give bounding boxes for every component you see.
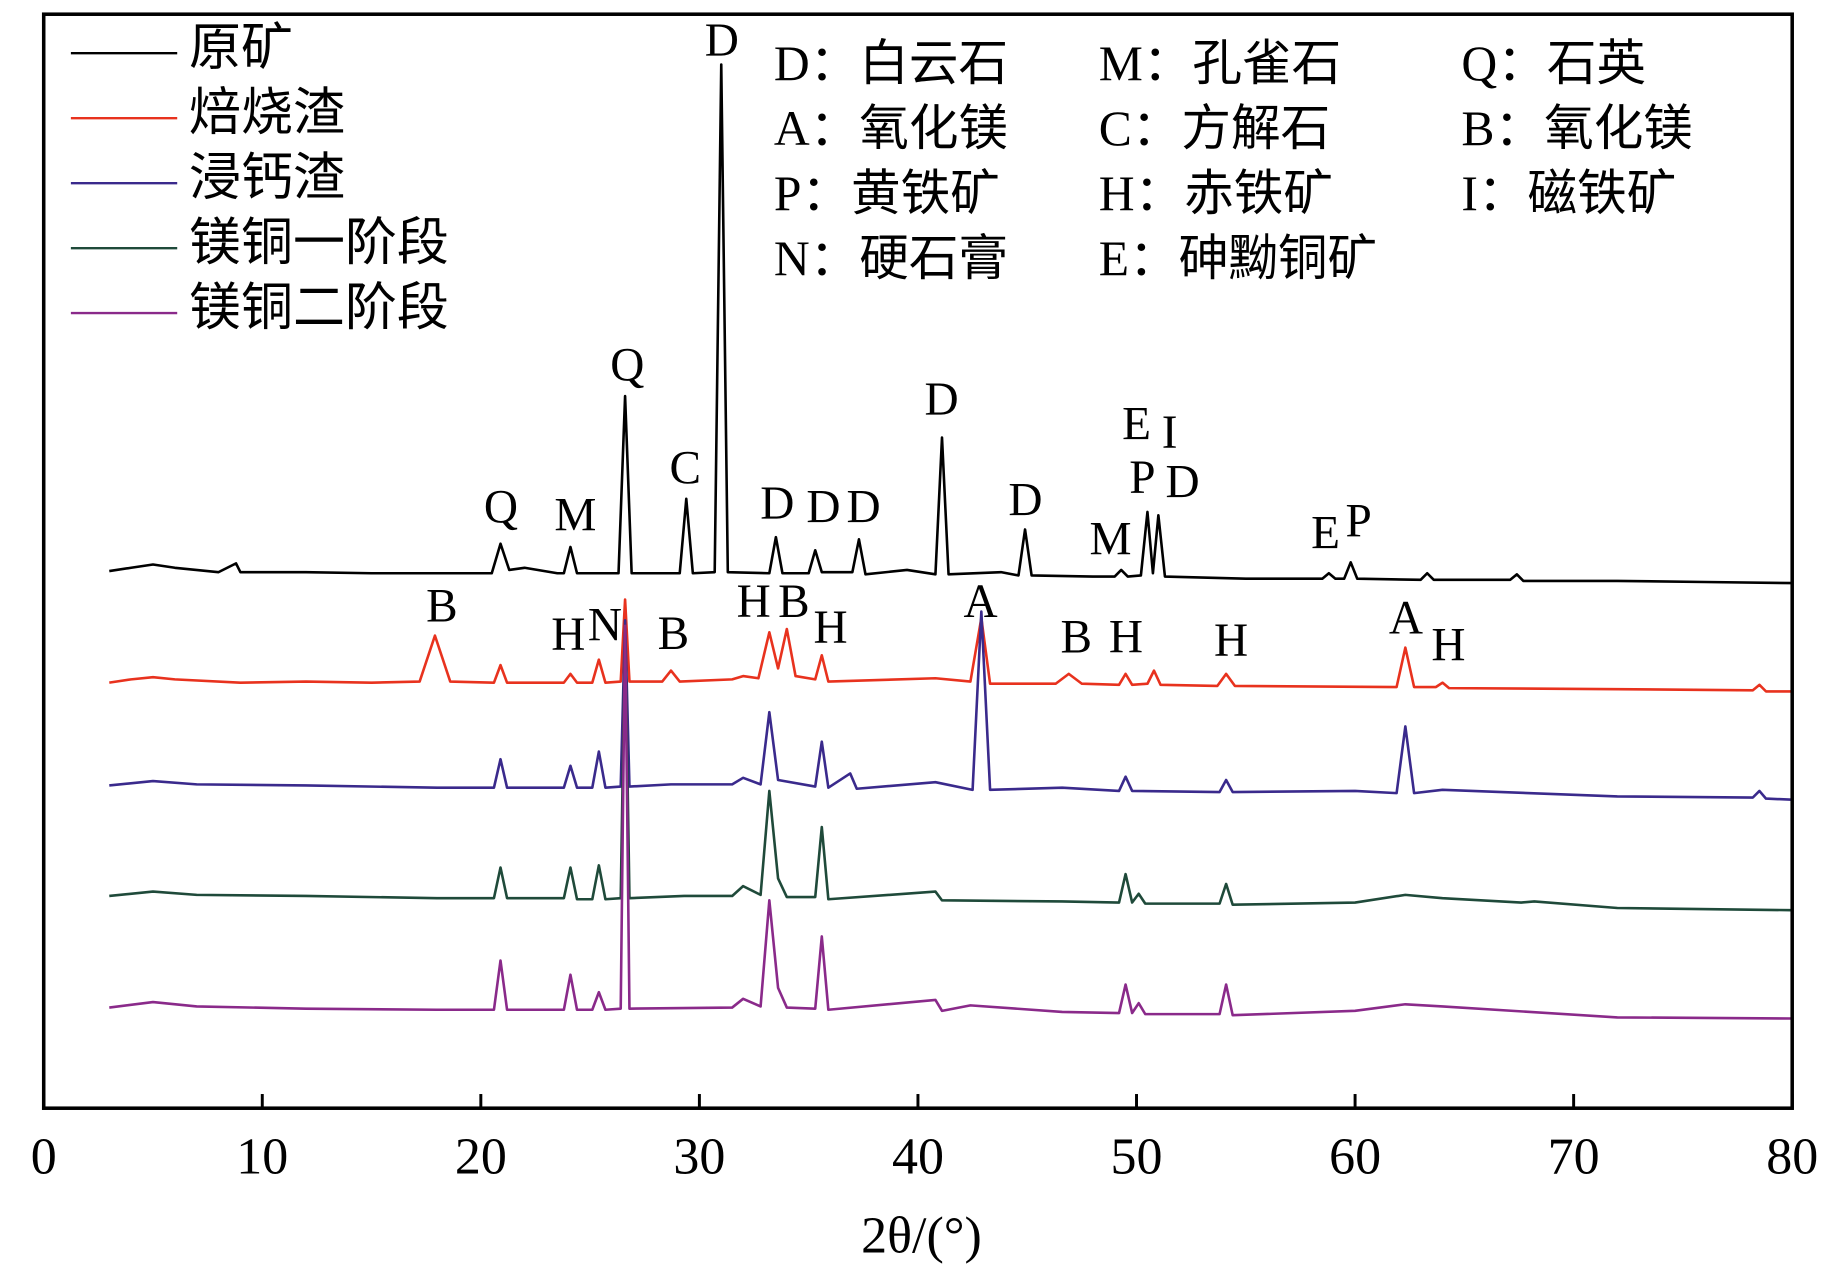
peak-label: Q <box>610 340 644 392</box>
peak-label: P <box>1345 496 1371 548</box>
phase-key-entry: P：黄铁矿 <box>774 166 1000 221</box>
phase-key-entry: B：氧化镁 <box>1461 101 1693 156</box>
peak-label: B <box>426 581 458 633</box>
peak-label: H <box>1109 611 1143 663</box>
x-tick-label: 40 <box>892 1128 944 1185</box>
legend-label: 焙烧渣 <box>189 85 345 142</box>
peak-label: D <box>1008 474 1042 526</box>
x-tick-label: 20 <box>455 1128 507 1185</box>
peak-label: D <box>925 374 959 426</box>
peak-label: A <box>1389 592 1423 644</box>
peak-label: Q <box>484 481 518 533</box>
peak-label: D <box>705 15 739 67</box>
peak-label: C <box>669 442 701 494</box>
x-tick-label: 60 <box>1329 1128 1381 1185</box>
x-tick-label: 10 <box>236 1128 288 1185</box>
phase-key-entry: M：孔雀石 <box>1099 36 1342 91</box>
peak-label: H <box>1431 620 1465 672</box>
peak-label: D <box>806 481 840 533</box>
peak-label: D <box>1166 457 1200 509</box>
phase-key-entry: E：砷黝铜矿 <box>1099 231 1377 286</box>
phase-key-entry: Q：石英 <box>1461 36 1646 91</box>
x-tick-label: 50 <box>1111 1128 1163 1185</box>
phase-key-entry: C：方解石 <box>1099 101 1331 156</box>
peak-label: H <box>737 576 771 628</box>
peak-label: D <box>847 481 881 533</box>
peak-label: E <box>1122 399 1151 451</box>
peak-label: H <box>1214 615 1248 667</box>
x-axis-label: 2θ/(°) <box>861 1207 982 1264</box>
peak-label: H <box>813 602 847 654</box>
peak-label: M <box>1090 513 1132 565</box>
phase-key-entry: A：氧化镁 <box>774 101 1008 156</box>
series-line <box>109 610 1793 801</box>
series-line <box>109 598 1793 693</box>
series-line <box>109 624 1793 912</box>
series-line <box>109 63 1793 585</box>
peak-label: P <box>1129 452 1155 504</box>
peak-label: B <box>658 608 690 660</box>
series-line <box>109 624 1793 1020</box>
peak-label: M <box>554 490 596 542</box>
peak-label: B <box>778 576 810 628</box>
phase-key-entry: N：硬石膏 <box>774 231 1008 286</box>
peak-label: H <box>551 609 585 661</box>
plot-frame <box>41 12 1794 1110</box>
legend-label: 原矿 <box>189 20 293 77</box>
legend-label: 镁铜一阶段 <box>189 215 449 272</box>
legend-label: 镁铜二阶段 <box>189 280 449 337</box>
x-tick-label: 70 <box>1548 1128 1600 1185</box>
peak-label: B <box>1061 611 1093 663</box>
peak-label: E <box>1311 507 1340 559</box>
x-tick-label: 0 <box>31 1128 57 1185</box>
phase-key-entry: H：赤铁矿 <box>1099 166 1333 221</box>
x-tick-label: 80 <box>1766 1128 1818 1185</box>
phase-key-entry: D：白云石 <box>774 36 1008 91</box>
legend-label: 浸钙渣 <box>189 150 345 207</box>
x-tick-label: 30 <box>673 1128 725 1185</box>
phase-key-entry: I：磁铁矿 <box>1461 166 1676 221</box>
peak-label: A <box>964 576 998 628</box>
peak-label: I <box>1162 407 1178 459</box>
peak-label: D <box>760 478 794 530</box>
peak-label: N <box>588 600 622 652</box>
